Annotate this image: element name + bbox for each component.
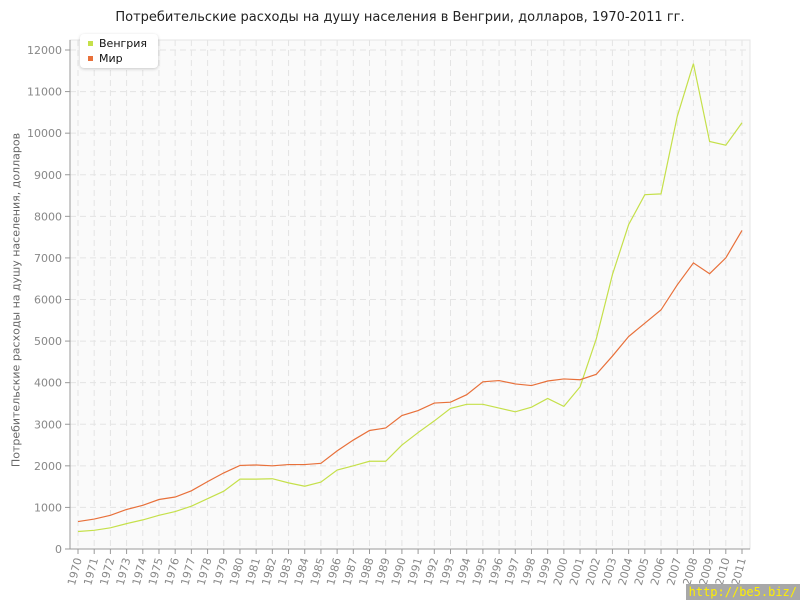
y-tick-label: 8000 <box>34 210 62 223</box>
legend-label-world: Мир <box>99 52 123 65</box>
y-tick-label: 12000 <box>27 44 62 57</box>
y-tick-label: 2000 <box>34 460 62 473</box>
y-tick-label: 5000 <box>34 335 62 348</box>
plot-area <box>69 39 751 550</box>
series-line-hungary <box>77 63 743 533</box>
legend-item-world[interactable]: Мир <box>88 52 123 65</box>
chart-title: Потребительские расходы на душу населени… <box>115 10 685 25</box>
legend-label-hungary: Венгрия <box>99 37 148 50</box>
legend-swatch-hungary <box>88 41 93 46</box>
series-line-world <box>77 230 743 523</box>
y-tick-label: 11000 <box>27 86 62 99</box>
legend: Венгрия Мир <box>80 34 158 68</box>
legend-swatch-world <box>88 56 93 61</box>
y-tick-label: 10000 <box>27 127 62 140</box>
y-tick-label: 9000 <box>34 169 62 182</box>
y-tick-label: 7000 <box>34 252 62 265</box>
legend-item-hungary[interactable]: Венгрия <box>88 37 147 50</box>
y-tick-label: 6000 <box>34 294 62 307</box>
watermark[interactable]: http://be5.biz/ <box>685 584 800 600</box>
y-tick-label: 1000 <box>34 501 62 514</box>
y-tick-label: 0 <box>55 543 62 556</box>
y-tick-label: 3000 <box>34 418 62 431</box>
y-tick-label: 4000 <box>34 377 62 390</box>
